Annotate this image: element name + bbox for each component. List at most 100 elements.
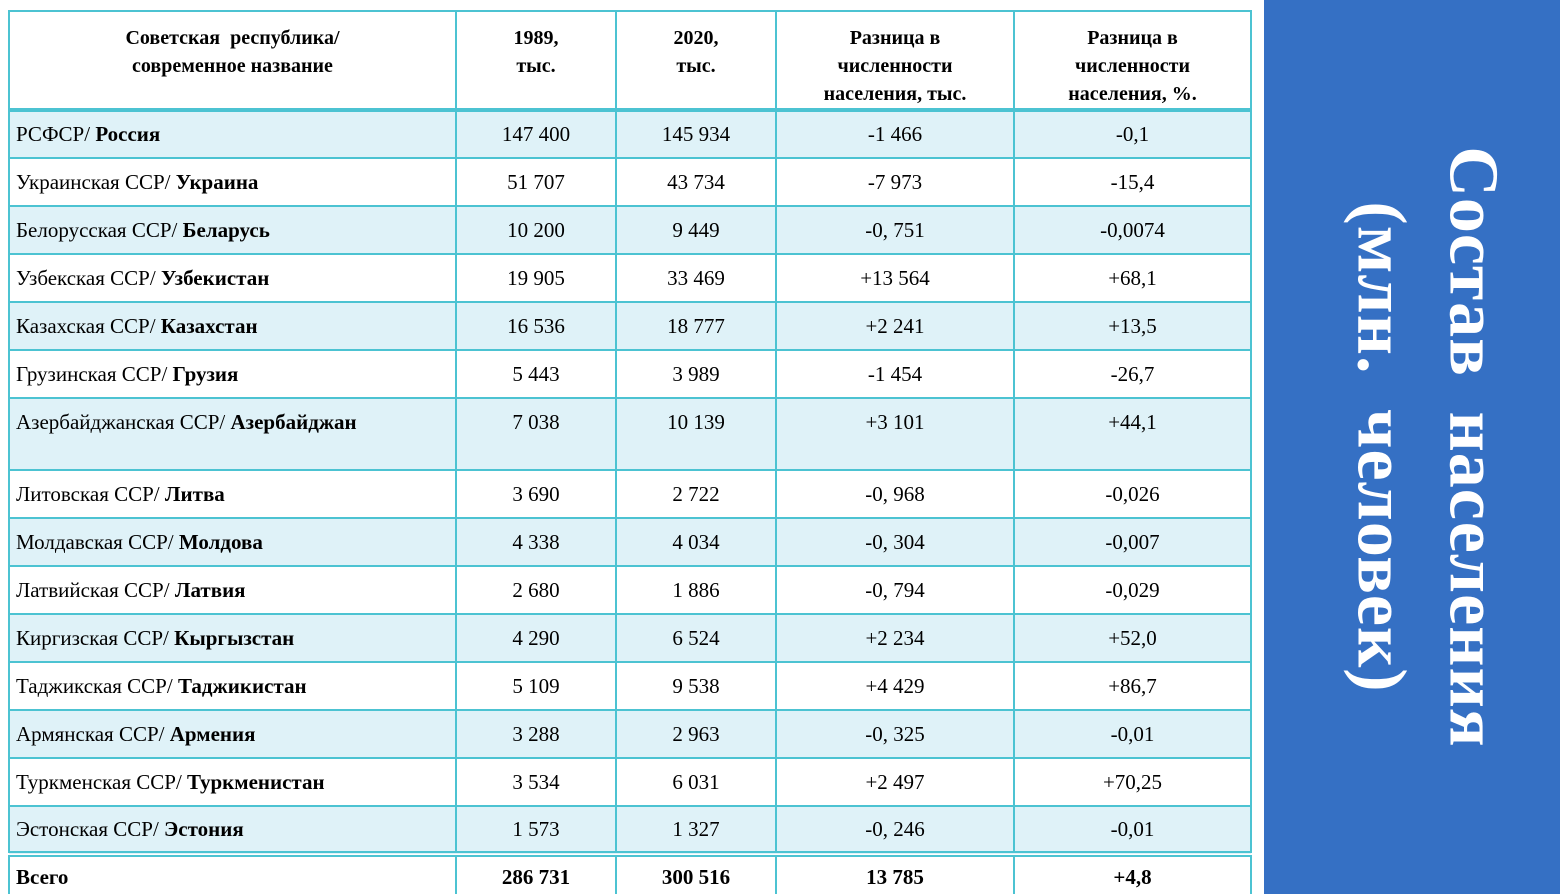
republic-modern-name: Россия — [95, 122, 161, 146]
header-diff-percent-line3: населения, %. — [1068, 83, 1197, 105]
pop-2020-cell: 18 777 — [615, 301, 777, 351]
header-2020-line2: тыс. — [676, 55, 716, 77]
diff-thousands-cell: -0, 304 — [775, 517, 1015, 567]
diff-percent-cell: -0,01 — [1013, 805, 1252, 855]
population-table: Советская республика/ современное назван… — [8, 10, 1252, 894]
total-diff-thousands-cell: 13 785 — [775, 851, 1015, 894]
republic-modern-name: Грузия — [172, 361, 239, 386]
diff-percent-cell: -0,007 — [1013, 517, 1252, 567]
pop-2020-cell: 33 469 — [615, 253, 777, 303]
diff-thousands-cell: +2 497 — [775, 757, 1015, 807]
republic-soviet-name: Киргизская ССР/ — [16, 625, 175, 650]
header-2020-line1: 2020, — [673, 27, 719, 49]
republic-soviet-name: Молдавская ССР/ — [16, 529, 179, 554]
header-republic-line2: современное название — [132, 55, 333, 77]
republic-modern-name: Казахстан — [160, 313, 258, 338]
diff-percent-cell: +70,25 — [1013, 757, 1252, 807]
pop-2020-cell: 43 734 — [615, 157, 777, 207]
republic-soviet-name: РСФСР/ — [16, 122, 96, 146]
republic-cell: Латвийская ССР/ Латвия — [8, 565, 457, 615]
republic-cell: Туркменская ССР/ Туркменистан — [8, 757, 457, 807]
diff-thousands-cell: -7 973 — [775, 157, 1015, 207]
total-row: Всего 286 731 300 516 13 785 +4,8 — [8, 851, 1252, 894]
republic-cell: Грузинская ССР/ Грузия — [8, 349, 457, 399]
republic-cell: Молдавская ССР/ Молдова — [8, 517, 457, 567]
pop-2020-cell: 2 722 — [615, 469, 777, 519]
banner-title-line2: (млн. человек) — [1342, 201, 1419, 693]
banner-title-line1: Состав населения — [1434, 146, 1512, 748]
table-row: Азербайджанская ССР/ Азербайджан 7 038 10 … — [8, 397, 1252, 471]
banner-title: Состав населения (млн. человек) — [1334, 0, 1519, 894]
republic-soviet-name: Армянская ССР/ — [16, 721, 170, 746]
pop-2020-cell: 1 886 — [615, 565, 777, 615]
table-row: Киргизская ССР/ Кыргызстан 4 290 6 524 +2 2… — [8, 613, 1252, 663]
right-banner: Состав населения (млн. человек) — [1264, 0, 1560, 894]
header-1989-line1: 1989, — [513, 27, 559, 49]
pop-1989-cell: 51 707 — [455, 157, 617, 207]
table-row: Грузинская ССР/ Грузия 5 443 3 989 -1 454 -2… — [8, 349, 1252, 399]
table-row: Таджикская ССР/ Таджикистан 5 109 9 538 +4 … — [8, 661, 1252, 711]
republic-soviet-name: Эстонская ССР/ — [16, 816, 165, 841]
republic-soviet-name: Украинская ССР/ — [16, 169, 176, 194]
republic-cell: Киргизская ССР/ Кыргызстан — [8, 613, 457, 663]
header-2020: 2020, тыс. — [615, 10, 777, 112]
republic-modern-name: Таджикистан — [177, 673, 307, 698]
diff-thousands-cell: -1 466 — [775, 109, 1015, 159]
header-diff-thousands-line2: численности — [837, 55, 953, 77]
pop-2020-cell: 10 139 — [615, 397, 777, 471]
table-row: Литовская ССР/ Литва 3 690 2 722 -0, 968 -0,… — [8, 469, 1252, 519]
diff-percent-cell: -0,029 — [1013, 565, 1252, 615]
header-diff-thousands: Разница в численности населения, тыс. — [775, 10, 1015, 112]
pop-2020-cell: 3 989 — [615, 349, 777, 399]
republic-modern-name: Азербайджан — [230, 410, 357, 434]
diff-percent-cell: +68,1 — [1013, 253, 1252, 303]
republic-soviet-name: Белорусская ССР/ — [16, 217, 183, 242]
pop-1989-cell: 3 690 — [455, 469, 617, 519]
table-row: Белорусская ССР/ Беларусь 10 200 9 449 -0, … — [8, 205, 1252, 255]
table-row: Латвийская ССР/ Латвия 2 680 1 886 -0, 794-… — [8, 565, 1252, 615]
diff-thousands-cell: +2 241 — [775, 301, 1015, 351]
header-diff-percent-line1: Разница в — [1087, 27, 1178, 49]
republic-soviet-name: Туркменская ССР/ — [16, 769, 188, 794]
header-1989: 1989, тыс. — [455, 10, 617, 112]
table-row: Казахская ССР/ Казахстан 16 536 18 777 +2 2… — [8, 301, 1252, 351]
pop-1989-cell: 1 573 — [455, 805, 617, 855]
total-label: Всего — [8, 851, 457, 894]
pop-1989-cell: 147 400 — [455, 109, 617, 159]
table-body: РСФСР/ Россия 147 400 145 934 -1 466 -0,1 Укр… — [8, 109, 1252, 855]
header-republic: Советская республика/ современное назван… — [8, 10, 457, 112]
pop-1989-cell: 10 200 — [455, 205, 617, 255]
diff-thousands-cell: +3 101 — [775, 397, 1015, 471]
pop-2020-cell: 145 934 — [615, 109, 777, 159]
republic-soviet-name: Литовская ССР/ — [16, 481, 165, 506]
pop-1989-cell: 16 536 — [455, 301, 617, 351]
republic-modern-name: Эстония — [164, 816, 244, 841]
diff-thousands-cell: -0, 751 — [775, 205, 1015, 255]
republic-cell: Белорусская ССР/ Беларусь — [8, 205, 457, 255]
republic-modern-name: Украина — [175, 169, 259, 194]
pop-1989-cell: 19 905 — [455, 253, 617, 303]
pop-1989-cell: 7 038 — [455, 397, 617, 471]
republic-cell: Украинская ССР/ Украина — [8, 157, 457, 207]
diff-thousands-cell: -0, 246 — [775, 805, 1015, 855]
diff-thousands-cell: -0, 325 — [775, 709, 1015, 759]
table-row: Армянская ССР/ Армения 3 288 2 963 -0, 325-… — [8, 709, 1252, 759]
republic-cell: Армянская ССР/ Армения — [8, 709, 457, 759]
diff-percent-cell: -0,026 — [1013, 469, 1252, 519]
republic-soviet-name: Казахская ССР/ — [16, 313, 161, 338]
republic-cell: Казахская ССР/ Казахстан — [8, 301, 457, 351]
diff-percent-cell: +86,7 — [1013, 661, 1252, 711]
diff-percent-cell: -26,7 — [1013, 349, 1252, 399]
header-diff-percent: Разница в численности населения, %. — [1013, 10, 1252, 112]
pop-2020-cell: 2 963 — [615, 709, 777, 759]
republic-modern-name: Латвия — [174, 577, 246, 602]
table-row: Молдавская ССР/ Молдова 4 338 4 034 -0, 304… — [8, 517, 1252, 567]
republic-modern-name: Узбекистан — [160, 265, 270, 290]
header-diff-thousands-line3: населения, тыс. — [823, 83, 967, 105]
table-row: Туркменская ССР/ Туркменистан 3 534 6 031 +… — [8, 757, 1252, 807]
pop-2020-cell: 9 538 — [615, 661, 777, 711]
header-diff-percent-line2: численности — [1074, 55, 1191, 77]
diff-percent-cell: +52,0 — [1013, 613, 1252, 663]
republic-modern-name: Молдова — [178, 529, 263, 554]
table-footer: Всего 286 731 300 516 13 785 +4,8 — [8, 851, 1252, 894]
